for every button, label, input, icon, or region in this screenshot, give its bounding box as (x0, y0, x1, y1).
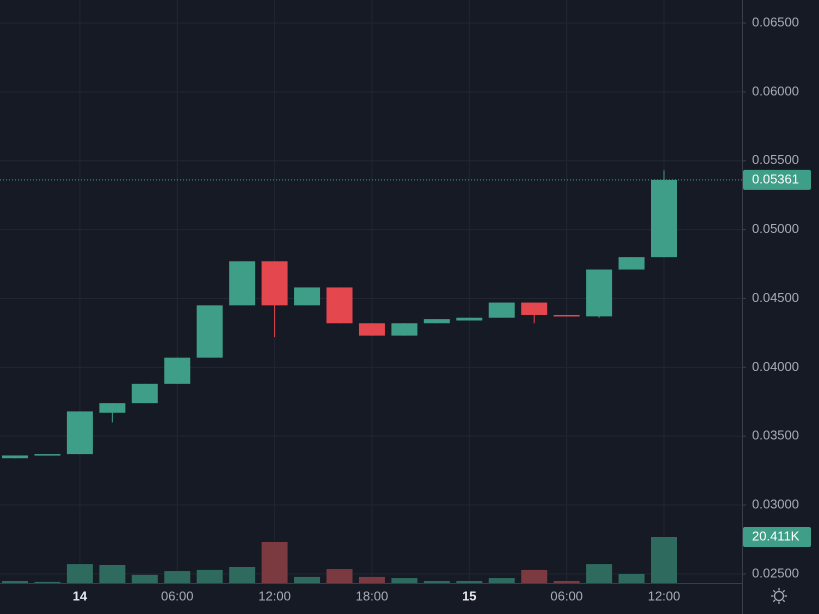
volume-bar (651, 537, 677, 583)
volume-bar (423, 580, 450, 583)
volume-bar (66, 564, 93, 583)
volume-bar (196, 569, 223, 583)
y-tick-label: 0.05000 (752, 221, 799, 236)
candle-body (391, 323, 418, 336)
x-tick-label: 06:00 (161, 588, 194, 603)
y-tick-label: 0.03500 (752, 428, 799, 443)
y-tick-label: 0.06000 (752, 83, 799, 98)
volume-bar (553, 580, 580, 583)
candle-body (618, 257, 645, 270)
candle-body (66, 411, 93, 455)
y-tick-label: 0.04500 (752, 290, 799, 305)
volume-bar (164, 571, 191, 583)
candle-body (131, 383, 158, 404)
volume-bar (391, 578, 418, 583)
volume-bar (229, 566, 256, 583)
marks (2, 170, 677, 583)
grid (0, 0, 742, 583)
candle-body (586, 269, 613, 317)
candle-body (423, 319, 450, 324)
volume-bar (2, 580, 28, 583)
candle-body (196, 305, 223, 358)
x-tick-label: 06:00 (550, 588, 583, 603)
candle-body (2, 455, 28, 459)
volume-bar (131, 574, 158, 583)
gear-teeth (771, 588, 787, 604)
candle-body (553, 314, 580, 317)
settings-icon[interactable] (771, 588, 787, 604)
volume-bar (586, 564, 613, 583)
last-volume-label: 20.411K (752, 528, 800, 543)
last-volume-tag (743, 527, 811, 547)
y-tick-label: 0.04000 (752, 359, 799, 374)
candle-body (358, 323, 385, 336)
candle-body (164, 357, 191, 384)
x-tick-label: 12:00 (648, 588, 681, 603)
x-tick-label: 18:00 (356, 588, 389, 603)
candle-body (294, 287, 321, 306)
volume-bar (488, 578, 515, 583)
volume-bar (358, 576, 385, 583)
y-tick-label: 0.05500 (752, 152, 799, 167)
last-price-label: 0.05361 (752, 171, 799, 186)
candle-body (34, 454, 61, 456)
x-tick-label: 14 (73, 588, 88, 603)
volume-bar (326, 569, 353, 583)
candle-body (521, 302, 548, 315)
volume-bar (34, 581, 61, 583)
candle-body (229, 261, 256, 306)
volume-bar (521, 569, 548, 583)
candle-body (261, 261, 288, 306)
x-tick-label: 12:00 (258, 588, 291, 603)
y-tick-label: 0.06500 (752, 14, 799, 29)
volume-bar (618, 573, 645, 583)
candle-body (99, 403, 126, 413)
candle-body (456, 317, 483, 321)
candle-body (651, 179, 677, 258)
volume-bar (294, 576, 321, 583)
candle-body (488, 302, 515, 318)
y-tick-label: 0.03000 (752, 496, 799, 511)
last-price-tag (743, 169, 811, 190)
y-tick-label: 0.02500 (752, 565, 799, 580)
gear-ring (773, 590, 785, 602)
x-tick-label: 15 (462, 588, 476, 603)
volume-bar (99, 564, 126, 583)
volume-bar (456, 580, 483, 583)
candle-body (326, 287, 353, 324)
volume-bar (261, 541, 288, 583)
